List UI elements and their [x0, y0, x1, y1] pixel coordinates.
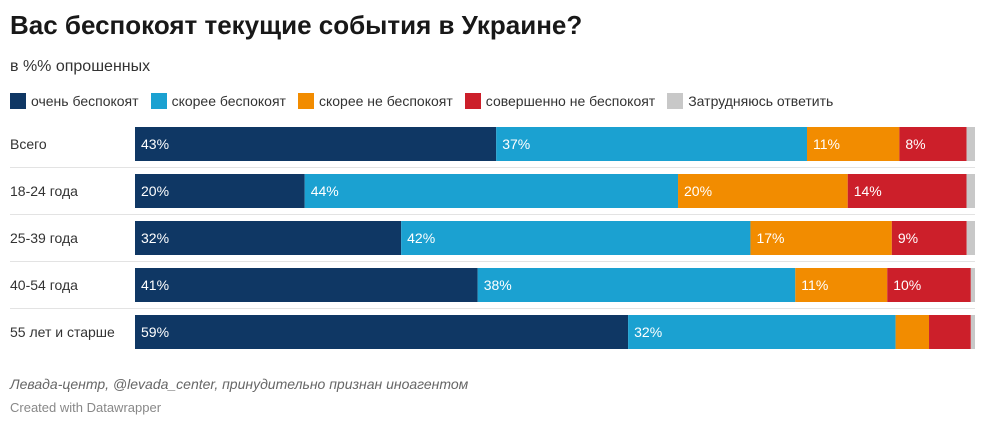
legend-item: совершенно не беспокоят — [464, 93, 656, 109]
bar-segment — [807, 127, 900, 161]
bar-segment — [970, 315, 975, 349]
data-label: 20% — [141, 183, 169, 199]
bar-segment — [895, 315, 930, 349]
bar-segment — [401, 221, 751, 255]
bar-segment — [847, 174, 967, 208]
bar-segment — [496, 127, 807, 161]
legend-swatch — [464, 93, 481, 109]
category-label: 40-54 года — [10, 277, 78, 293]
data-label: 8% — [905, 136, 925, 152]
bar-segment — [304, 174, 679, 208]
bar-segment — [135, 268, 478, 302]
bar-segment — [135, 174, 305, 208]
legend-item: скорее не беспокоят — [297, 93, 453, 109]
bar-segment — [477, 268, 796, 302]
data-label: 11% — [801, 277, 828, 293]
bar-segment — [795, 268, 888, 302]
data-label: 59% — [141, 324, 169, 340]
chart-subtitle: в %% опрошенных — [10, 58, 151, 75]
data-label: 41% — [141, 277, 169, 293]
bar-segment — [135, 127, 497, 161]
legend-label: очень беспокоят — [31, 93, 139, 109]
bar-segment — [628, 315, 896, 349]
bar-segment — [891, 221, 967, 255]
data-label: 32% — [634, 324, 662, 340]
legend-swatch — [10, 93, 26, 109]
data-label: 11% — [813, 136, 840, 152]
legend-swatch — [667, 93, 684, 109]
legend-swatch — [150, 93, 167, 109]
legend-item: скорее беспокоят — [150, 93, 286, 109]
data-label: 17% — [756, 230, 784, 246]
legend-item: Затрудняюсь ответить — [667, 93, 833, 109]
bar-segment — [970, 268, 975, 302]
data-label: 37% — [502, 136, 530, 152]
bar-segment — [966, 174, 975, 208]
data-label: 9% — [898, 230, 918, 246]
category-label: 18-24 года — [10, 183, 78, 199]
bar-segment — [135, 315, 629, 349]
data-label: 38% — [484, 277, 512, 293]
bar-segment — [966, 221, 975, 255]
chart-title: Вас беспокоят текущие события в Украине? — [10, 10, 583, 40]
data-label: 10% — [893, 277, 921, 293]
data-label: 44% — [311, 183, 339, 199]
category-label: Всего — [10, 136, 47, 152]
bar-segment — [678, 174, 848, 208]
legend-swatch — [297, 93, 314, 109]
legend-label: скорее беспокоят — [171, 93, 286, 109]
data-label: 20% — [684, 183, 712, 199]
legend-label: совершенно не беспокоят — [485, 93, 656, 109]
bar-segment — [135, 221, 402, 255]
category-label: 55 лет и старше — [10, 324, 115, 340]
data-label: 14% — [854, 183, 882, 199]
bar-segment — [929, 315, 971, 349]
legend-item: очень беспокоят — [10, 93, 139, 109]
bar-segment — [887, 268, 971, 302]
data-label: 43% — [141, 136, 169, 152]
data-label: 32% — [141, 230, 169, 246]
credit-link[interactable]: Created with Datawrapper — [10, 400, 162, 415]
legend: очень беспокоят скорее беспокоят скорее не… — [10, 92, 845, 110]
data-label: 42% — [407, 230, 435, 246]
legend-label: Затрудняюсь ответить — [688, 93, 834, 109]
legend-label: скорее не беспокоят — [318, 93, 453, 109]
bar-segment — [899, 127, 967, 161]
stacked-bar-chart: Всего 43% 37% 11% 8% 18-24 года 20% 44% 20% 14% 25… — [0, 118, 982, 358]
category-label: 25-39 года — [10, 230, 78, 246]
bar-segment — [750, 221, 892, 255]
bar-segment — [966, 127, 975, 161]
source-note: Левада-центр, @levada_center, принудител… — [10, 376, 469, 392]
